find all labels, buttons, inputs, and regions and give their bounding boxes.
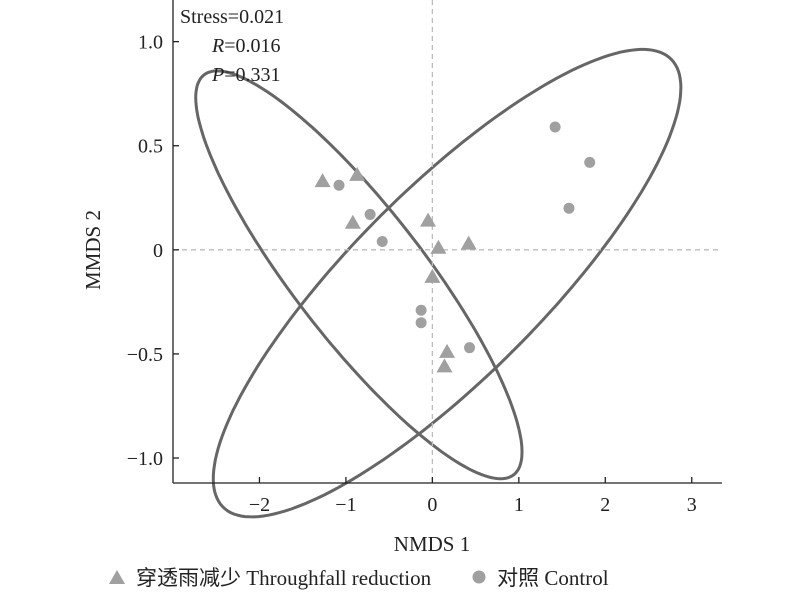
circle-point: [584, 156, 596, 168]
triangle-marker-icon: [109, 570, 125, 584]
stress-label: Stress=0.021: [180, 6, 284, 28]
stats-annotation: Stress=0.021 R=0.016 P=0.331: [180, 6, 284, 86]
triangle-point: [314, 173, 331, 188]
circle-point: [415, 317, 427, 329]
y-tick-label: 0.5: [138, 136, 163, 158]
triangle-point: [460, 235, 477, 250]
y-tick-label: −1.0: [127, 448, 163, 470]
circle-point: [549, 121, 561, 133]
x-axis-title: NMDS 1: [394, 532, 470, 556]
circle-point: [364, 208, 376, 220]
x-tick-label: −1: [335, 494, 356, 516]
triangle-point: [430, 239, 447, 254]
legend-label-throughfall: 穿透雨减少 Throughfall reduction: [136, 566, 432, 590]
triangle-point: [420, 212, 437, 227]
y-tick-label: 0: [153, 240, 163, 262]
ellipse-2: [211, 47, 683, 519]
x-tick-label: 0: [427, 494, 437, 516]
zero-reference-lines: [173, 0, 722, 483]
data-points: [314, 121, 596, 373]
x-tick-label: 1: [514, 494, 524, 516]
confidence-ellipses: [194, 47, 683, 519]
legend-item-throughfall: 穿透雨减少 Throughfall reduction: [108, 562, 431, 592]
triangle-point: [436, 358, 453, 373]
circle-point: [464, 342, 476, 354]
y-tick-label: 1.0: [138, 32, 163, 54]
circle-point: [563, 202, 575, 214]
axes: −2 −1 0 1 2 3 −1.0 −0.5 0 0.5 1.0: [127, 0, 722, 516]
y-tick-label: −0.5: [127, 344, 163, 366]
ellipse-1: [194, 69, 524, 481]
circle-marker-icon: [472, 570, 486, 584]
legend-label-control: 对照 Control: [497, 566, 609, 590]
circle-point: [376, 236, 388, 247]
r-statistic: R=0.016: [211, 35, 281, 57]
triangle-point: [424, 268, 441, 283]
legend: 穿透雨减少 Throughfall reduction 对照 Control: [108, 564, 609, 590]
nmds-chart: −2 −1 0 1 2 3 −1.0 −0.5 0 0.5 1.0 Stress=0.021 R=0…: [81, 0, 722, 556]
x-tick-label: −2: [249, 494, 270, 516]
triangle-point: [349, 166, 366, 181]
circle-point: [333, 179, 345, 191]
triangle-point: [439, 343, 456, 358]
x-tick-label: 2: [600, 494, 610, 516]
p-statistic: P=0.331: [211, 64, 281, 86]
triangle-point: [344, 214, 361, 229]
legend-item-control: 对照 Control: [471, 562, 609, 592]
x-tick-label: 3: [687, 494, 697, 516]
y-axis-title: MMDS 2: [81, 210, 105, 290]
circle-point: [415, 304, 427, 316]
